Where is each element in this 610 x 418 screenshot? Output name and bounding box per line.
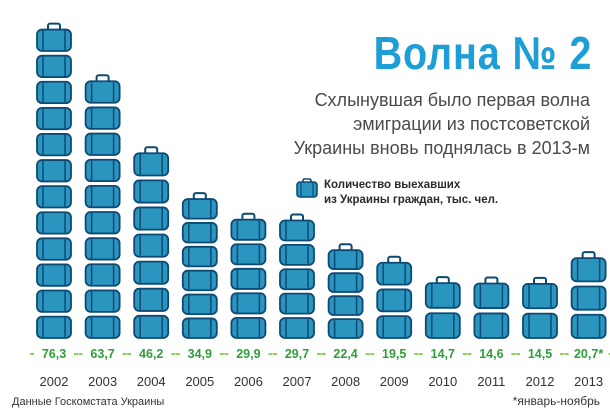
value-label: 20,7* bbox=[574, 347, 603, 361]
legend: Количество выехавших из Украины граждан,… bbox=[296, 178, 498, 208]
bar-2013 bbox=[570, 251, 607, 339]
subtitle-line: Украины вновь поднялась в 2013-м bbox=[293, 138, 590, 158]
year-label: 2008 bbox=[331, 374, 360, 389]
value-label: 14,6 bbox=[479, 347, 503, 361]
legend-label-line: из Украины граждан, тыс. чел. bbox=[324, 194, 499, 206]
bar-2009 bbox=[376, 255, 413, 339]
year-label: 2003 bbox=[88, 374, 117, 389]
year-label: 2006 bbox=[234, 374, 263, 389]
year-label: 2009 bbox=[380, 374, 409, 389]
value-label: 22,4 bbox=[333, 347, 357, 361]
value-label: 19,5 bbox=[382, 347, 406, 361]
footnote: *январь-ноябрь bbox=[512, 394, 600, 408]
legend-label-line: Количество выехавших bbox=[324, 179, 461, 191]
year-label: 2007 bbox=[283, 374, 312, 389]
year-label: 2005 bbox=[185, 374, 214, 389]
bar-2007 bbox=[279, 213, 315, 339]
year-label: 2004 bbox=[137, 374, 166, 389]
value-label: 63,7 bbox=[90, 347, 114, 361]
chart-subtitle: Схлынувшая было первая волна эмиграции и… bbox=[230, 88, 590, 160]
year-label: 2002 bbox=[40, 374, 69, 389]
source-note: Данные Госкомстата Украины bbox=[12, 396, 165, 408]
value-labels-group: 76,3 63,7 46,2 34,9 29,9 29,7 22,4 19,5 14,7 14,6… bbox=[42, 347, 603, 361]
bars-group bbox=[36, 22, 607, 339]
year-label: 2010 bbox=[428, 374, 457, 389]
value-label: 14,5 bbox=[528, 347, 552, 361]
bar-2005 bbox=[181, 192, 218, 339]
value-label: 29,9 bbox=[236, 347, 260, 361]
suitcase-icon bbox=[296, 178, 318, 198]
year-label: 2012 bbox=[526, 374, 555, 389]
bar-2010 bbox=[424, 276, 461, 339]
value-label: 14,7 bbox=[431, 347, 455, 361]
legend-label: Количество выехавших из Украины граждан,… bbox=[324, 178, 498, 208]
bar-2002 bbox=[36, 22, 72, 339]
year-labels-group: 2002 2003 2004 2005 2006 2007 2008 2009 2010 2011… bbox=[40, 374, 604, 389]
bar-2012 bbox=[522, 276, 558, 339]
bar-2006 bbox=[230, 212, 267, 339]
bar-2004 bbox=[133, 146, 170, 339]
value-label: 46,2 bbox=[139, 347, 163, 361]
year-label: 2013 bbox=[574, 374, 603, 389]
chart-title: Волна № 2 bbox=[373, 27, 592, 79]
year-label: 2011 bbox=[477, 374, 505, 389]
value-label: 29,7 bbox=[285, 347, 309, 361]
subtitle-line: эмиграции из постсоветской bbox=[353, 114, 590, 134]
bar-2011 bbox=[473, 276, 510, 339]
bar-2008 bbox=[327, 243, 364, 339]
value-label: 76,3 bbox=[42, 347, 66, 361]
bar-2003 bbox=[84, 74, 121, 339]
value-label: 34,9 bbox=[188, 347, 212, 361]
subtitle-line: Схлынувшая было первая волна bbox=[314, 90, 590, 110]
